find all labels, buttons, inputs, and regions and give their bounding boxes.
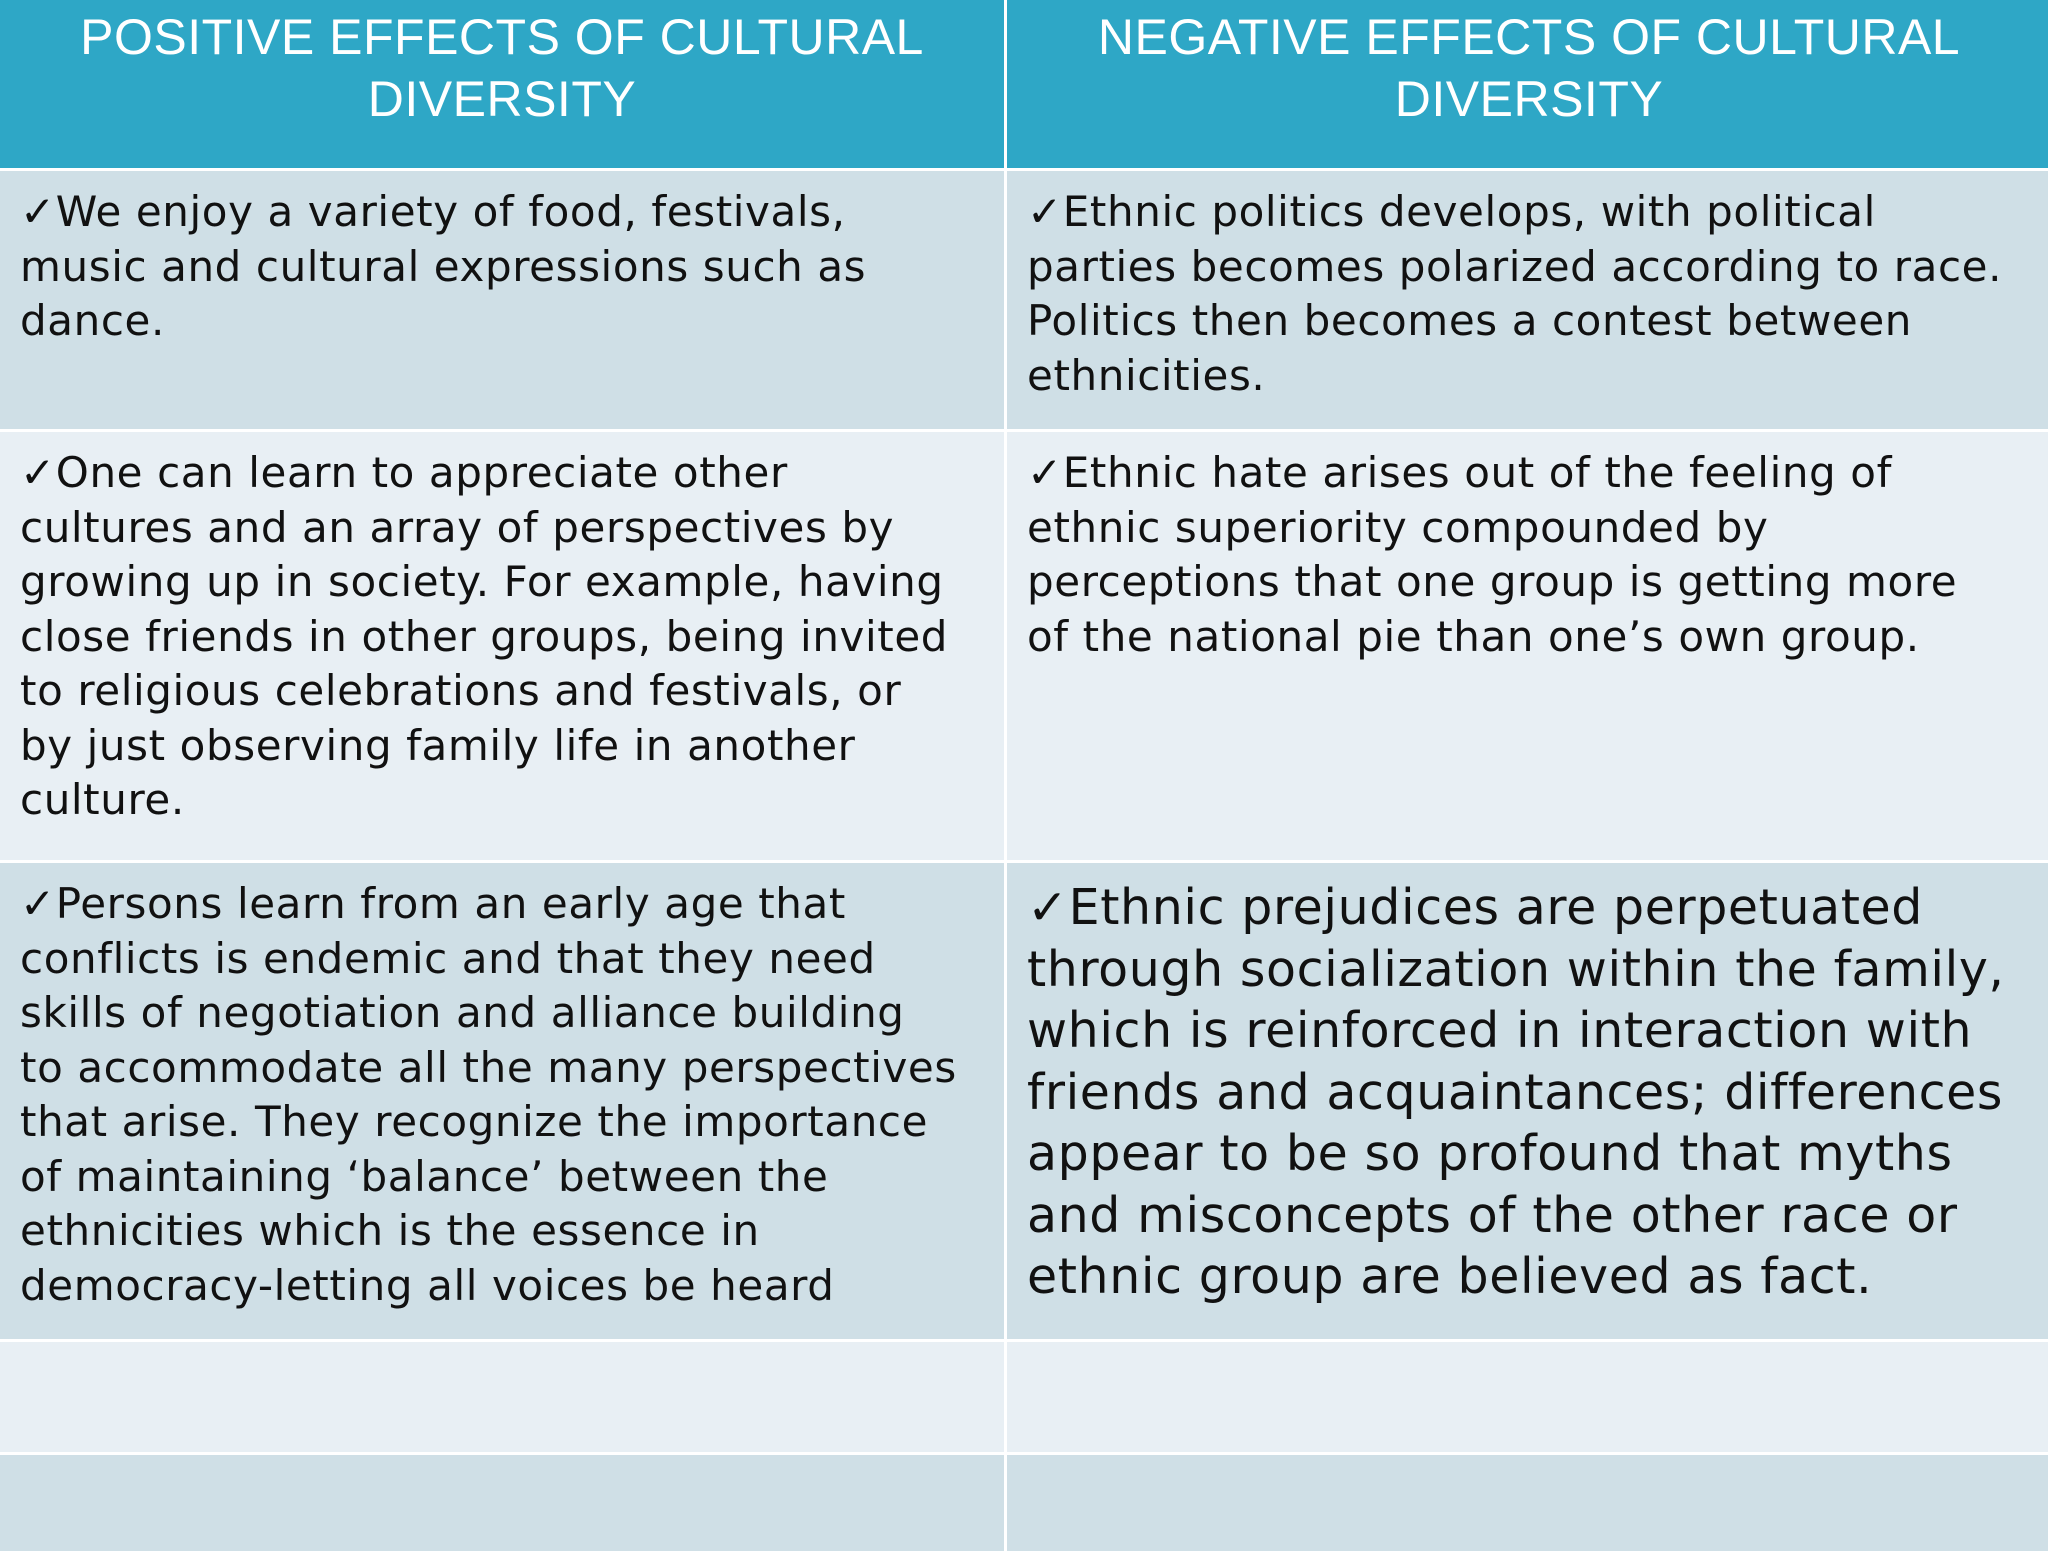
checkmark-icon: ✓ <box>20 448 56 497</box>
header-positive: POSITIVE EFFECTS OF CULTURAL DIVERSITY <box>0 0 1004 168</box>
row-3-negative-cell: ✓Ethnic prejudices are perpetuated throu… <box>1007 863 2048 1339</box>
row-1-positive-text: We enjoy a variety of food, festivals, m… <box>20 187 867 345</box>
row-2-positive-text: One can learn to appreciate other cultur… <box>20 448 949 824</box>
empty-row-2-positive-cell <box>0 1455 1004 1551</box>
empty-row-2-negative-cell <box>1007 1455 2048 1551</box>
row-1-positive-cell: ✓We enjoy a variety of food, festivals, … <box>0 171 1004 429</box>
empty-row-1-positive-cell <box>0 1342 1004 1452</box>
header-negative-label: NEGATIVE EFFECTS OF CULTURAL DIVERSITY <box>1097 9 1961 127</box>
row-2-positive-cell: ✓One can learn to appreciate other cultu… <box>0 432 1004 860</box>
empty-row-1-negative-cell <box>1007 1342 2048 1452</box>
row-2-negative-cell: ✓Ethnic hate arises out of the feeling o… <box>1007 432 2048 860</box>
row-2-negative-text: Ethnic hate arises out of the feeling of… <box>1027 448 1958 661</box>
checkmark-icon: ✓ <box>1027 448 1063 497</box>
checkmark-icon: ✓ <box>20 879 56 928</box>
row-3-positive-text: Persons learn from an early age that con… <box>20 879 957 1310</box>
checkmark-icon: ✓ <box>20 187 56 236</box>
header-positive-label: POSITIVE EFFECTS OF CULTURAL DIVERSITY <box>80 9 924 127</box>
row-3-positive-cell: ✓Persons learn from an early age that co… <box>0 863 1004 1339</box>
checkmark-icon: ✓ <box>1027 187 1063 236</box>
checkmark-icon: ✓ <box>1027 879 1069 936</box>
header-negative: NEGATIVE EFFECTS OF CULTURAL DIVERSITY <box>1007 0 2048 168</box>
row-1-negative-text: Ethnic politics develops, with political… <box>1027 187 2003 400</box>
row-1-negative-cell: ✓Ethnic politics develops, with politica… <box>1007 171 2048 429</box>
row-3-negative-text: Ethnic prejudices are perpetuated throug… <box>1027 879 2005 1305</box>
